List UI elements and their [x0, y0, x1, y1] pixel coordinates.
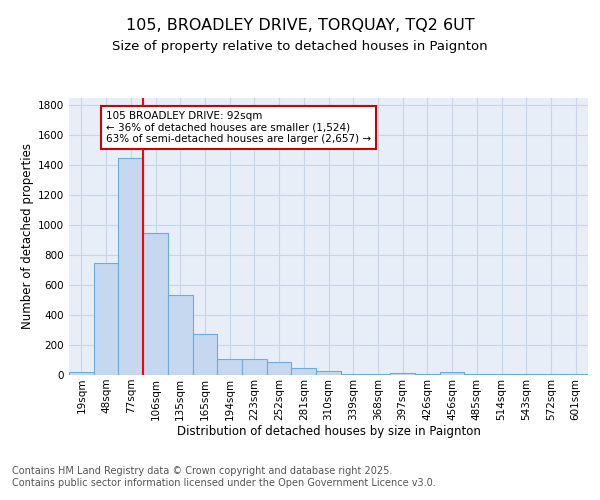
- Text: 105, BROADLEY DRIVE, TORQUAY, TQ2 6UT: 105, BROADLEY DRIVE, TORQUAY, TQ2 6UT: [125, 18, 475, 32]
- Bar: [464, 374, 489, 375]
- Bar: [94, 262, 118, 375]
- Bar: [292, 368, 316, 375]
- Bar: [242, 358, 267, 375]
- Bar: [193, 334, 217, 375]
- Bar: [118, 158, 143, 375]
- Bar: [563, 374, 588, 375]
- Text: Size of property relative to detached houses in Paignton: Size of property relative to detached ho…: [112, 40, 488, 53]
- Bar: [267, 362, 292, 375]
- X-axis label: Distribution of detached houses by size in Paignton: Distribution of detached houses by size …: [176, 426, 481, 438]
- Bar: [390, 373, 415, 375]
- Bar: [415, 374, 440, 375]
- Bar: [365, 374, 390, 375]
- Text: 105 BROADLEY DRIVE: 92sqm
← 36% of detached houses are smaller (1,524)
63% of se: 105 BROADLEY DRIVE: 92sqm ← 36% of detac…: [106, 111, 371, 144]
- Text: Contains HM Land Registry data © Crown copyright and database right 2025.
Contai: Contains HM Land Registry data © Crown c…: [12, 466, 436, 487]
- Bar: [143, 232, 168, 375]
- Bar: [514, 374, 539, 375]
- Bar: [539, 374, 563, 375]
- Y-axis label: Number of detached properties: Number of detached properties: [21, 143, 34, 329]
- Bar: [168, 294, 193, 375]
- Bar: [341, 374, 365, 375]
- Bar: [69, 372, 94, 375]
- Bar: [440, 372, 464, 375]
- Bar: [489, 374, 514, 375]
- Bar: [316, 371, 341, 375]
- Bar: [217, 358, 242, 375]
